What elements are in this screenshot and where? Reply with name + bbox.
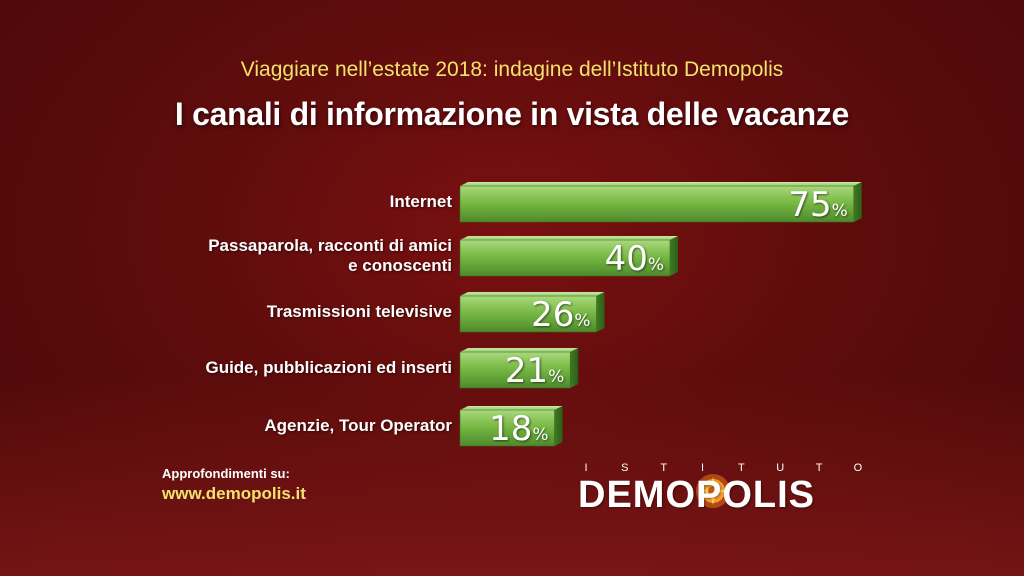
bar-side <box>554 406 563 446</box>
data-label: 40% <box>605 239 664 279</box>
category-label: Trasmissioni televisive <box>266 302 452 321</box>
logo-main-text: DEMOPOLIS <box>578 474 816 516</box>
category-label: Passaparola, racconti di amici e conosce… <box>208 236 452 275</box>
chart-subtitle: Viaggiare nell’estate 2018: indagine del… <box>240 58 784 81</box>
data-label: 26% <box>531 295 590 335</box>
logo-top-letter: S <box>621 462 629 474</box>
bar-top <box>460 292 605 296</box>
logo-top-letter: U <box>776 462 785 474</box>
bar-side <box>570 348 579 388</box>
data-label: 75% <box>788 185 847 225</box>
bar-side <box>853 182 862 222</box>
bar-side <box>670 236 678 276</box>
data-label: 18% <box>489 409 548 449</box>
bar-top <box>460 406 563 410</box>
chart-title: I canali di informazione in vista delle … <box>174 96 850 132</box>
demopolis-logo: I S T I T U T O DEMOPOLIS <box>576 462 876 522</box>
category-label: Guide, pubblicazioni ed inserti <box>205 358 452 377</box>
data-label: 21% <box>505 351 564 391</box>
bar-top <box>460 348 579 352</box>
footer-link[interactable]: www.demopolis.it <box>162 484 306 503</box>
bar-top <box>460 236 678 240</box>
bar-top <box>460 182 862 186</box>
logo-top-letter: I <box>584 462 588 474</box>
footer-note: Approfondimenti su: <box>162 466 290 481</box>
logo-top-letter: I <box>701 462 705 474</box>
bar <box>459 239 671 277</box>
logo-top-letter: T <box>738 462 745 474</box>
logo-top-letter: T <box>660 462 668 474</box>
bar <box>459 409 555 447</box>
bar <box>459 295 597 333</box>
bar <box>459 351 571 389</box>
bar <box>459 185 855 223</box>
category-label: Internet <box>389 192 452 211</box>
logo-top-letter: O <box>853 462 863 474</box>
logo-top-letter: T <box>815 462 823 474</box>
bar-side <box>596 292 605 332</box>
logo-emblem-icon <box>696 474 730 508</box>
category-label: Agenzie, Tour Operator <box>264 416 452 435</box>
